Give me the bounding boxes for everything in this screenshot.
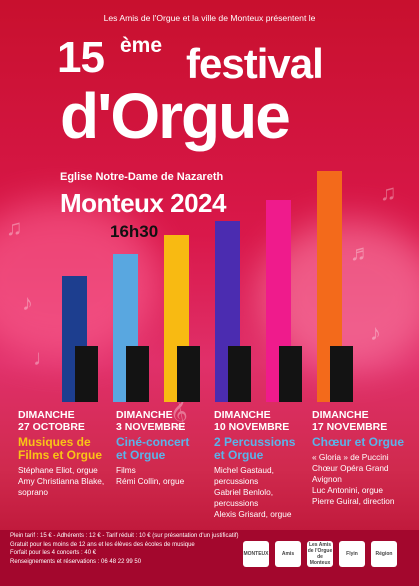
- concert-date: 3 NOVEMBRE: [116, 421, 186, 433]
- concert-title: Chœur et Orgue: [312, 436, 412, 449]
- piano-key: [330, 346, 353, 402]
- pricing-info: Plein tarif : 15 € - Adhérents : 12 € - …: [10, 532, 239, 566]
- concert-detail-line: Avignon: [312, 474, 342, 484]
- partner-logo: Flyin: [339, 541, 365, 567]
- concert-detail-line: Gabriel Benlolo,: [214, 487, 274, 497]
- concert-day: DIMANCHE: [312, 409, 369, 421]
- concert-item: DIMANCHE 27 OCTOBRE Musiques de Films et Or…: [18, 409, 118, 498]
- concert-title-line: et Orgue: [116, 448, 166, 462]
- partner-logo: Amis: [275, 541, 301, 567]
- piano-key: [126, 346, 149, 402]
- info-line: Renseignements et réservations : 06 48 2…: [10, 558, 142, 565]
- music-note-icon: ♫: [380, 180, 397, 205]
- music-note-icon: ♪: [370, 320, 381, 345]
- concert-detail-line: Michel Gastaud,: [214, 465, 274, 475]
- concert-detail-line: percussions: [214, 476, 259, 486]
- concert-item: DIMANCHE 3 NOVEMBRE Ciné-concert et Orgue Fi…: [116, 409, 216, 487]
- music-note-icon: ♫: [6, 215, 23, 240]
- concert-detail-line: « Gloria » de Puccini: [312, 452, 389, 462]
- concert-detail-line: Luc Antonini, orgue: [312, 485, 384, 495]
- concert-date: 10 NOVEMBRE: [214, 421, 290, 433]
- concert-detail-line: Rémi Collin, orgue: [116, 476, 185, 486]
- partner-logo: MONTEUX: [243, 541, 269, 567]
- partner-logo: Région: [371, 541, 397, 567]
- concert-day: DIMANCHE: [18, 409, 75, 421]
- music-note-icon: ♪: [22, 290, 33, 315]
- city-year: Monteux 2024: [60, 188, 226, 218]
- concert-detail-line: Amy Christianna Blake,: [18, 476, 105, 486]
- info-line: Plein tarif : 15 € - Adhérents : 12 € - …: [10, 533, 239, 539]
- piano-key: [228, 346, 251, 402]
- concert-details: « Gloria » de Puccini Chœur Opéra Grand Av…: [312, 452, 412, 507]
- concert-detail-line: Stéphane Eliot, orgue: [18, 465, 98, 475]
- concert-title: Musiques de Films et Orgue: [18, 436, 118, 462]
- concert-detail-line: Films: [116, 465, 136, 475]
- concert-title-line: Ciné-concert: [116, 435, 190, 449]
- piano-key: [177, 346, 200, 402]
- concert-item: DIMANCHE 17 NOVEMBRE Chœur et Orgue « Glori…: [312, 409, 412, 507]
- church-name: Eglise Notre-Dame de Nazareth: [60, 171, 224, 183]
- concert-day: DIMANCHE: [116, 409, 173, 421]
- concert-title-line: Chœur et Orgue: [312, 435, 404, 449]
- intro-text: Les Amis de l'Orgue et la ville de Monte…: [103, 13, 316, 23]
- concert-title-line: 2 Percussions: [214, 435, 296, 449]
- concert-details: Stéphane Eliot, orgue Amy Christianna Bla…: [18, 465, 118, 498]
- partner-logos: MONTEUX Amis Les Amis de l'Orgue de Monteu…: [243, 541, 397, 567]
- partner-logo: Les Amis de l'Orgue de Monteux: [307, 541, 333, 567]
- concert-date: 17 NOVEMBRE: [312, 421, 388, 433]
- concert-title-line: et Orgue: [214, 448, 264, 462]
- concert-details: Films Rémi Collin, orgue: [116, 465, 216, 487]
- music-note-icon: 𝄞: [170, 395, 188, 428]
- concert-title: Ciné-concert et Orgue: [116, 436, 216, 462]
- music-note-icon: ♩: [33, 345, 55, 370]
- info-line: Forfait pour les 4 concerts : 40 €: [10, 550, 97, 556]
- concert-title-line: Films et Orgue: [18, 448, 103, 462]
- concert-details: Michel Gastaud, percussions Gabriel Benlol…: [214, 465, 314, 520]
- concert-detail-line: percussions: [214, 498, 259, 508]
- piano-key: [279, 346, 302, 402]
- edition-suffix: ème: [120, 34, 163, 57]
- info-line: Gratuit pour les moins de 12 ans et les …: [10, 541, 195, 548]
- music-note-icon: ♬: [350, 240, 372, 265]
- concert-detail-line: Alexis Grisard, orgue: [214, 509, 292, 519]
- concert-day: DIMANCHE: [214, 409, 271, 421]
- festival-title: d'Orgue: [60, 80, 291, 152]
- festival-word: festival: [186, 40, 324, 87]
- concert-title: 2 Percussions et Orgue: [214, 436, 314, 462]
- concert-detail-line: Chœur Opéra Grand: [312, 463, 389, 473]
- concert-item: DIMANCHE 10 NOVEMBRE 2 Percussions et Orgue…: [214, 409, 314, 520]
- concert-detail-line: soprano: [18, 487, 48, 497]
- concert-time: 16h30: [110, 222, 159, 241]
- concert-detail-line: Pierre Guiral, direction: [312, 496, 395, 506]
- concert-title-line: Musiques de: [18, 435, 91, 449]
- concert-date: 27 OCTOBRE: [18, 421, 85, 433]
- piano-key: [75, 346, 98, 402]
- edition-number: 15: [57, 33, 105, 82]
